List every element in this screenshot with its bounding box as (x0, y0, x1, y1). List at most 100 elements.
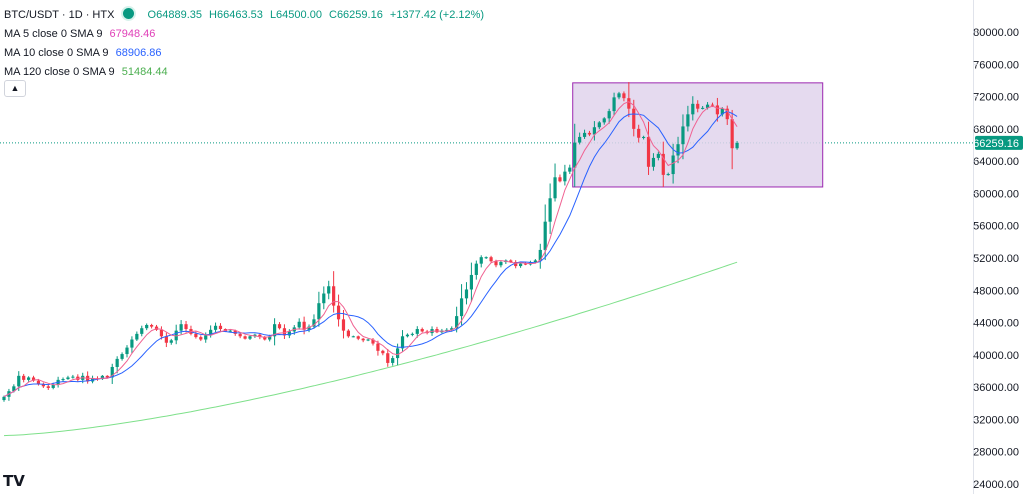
candle-down (41, 383, 45, 387)
candle-down (489, 257, 493, 262)
candles (2, 82, 739, 402)
y-tick-label: 80000.00 (973, 27, 1019, 39)
indicator-value: 68906.86 (115, 47, 162, 59)
indicator-ma120[interactable]: MA 120 close 0 SMA 9 51484.44 (4, 63, 484, 82)
candle-up (592, 127, 596, 135)
symbol-title[interactable]: BTC/USDT · 1D · HTX (4, 9, 115, 21)
indicator-label: MA 5 close 0 SMA 9 (4, 28, 103, 40)
candle-up (450, 328, 454, 330)
chevron-up-icon: ▲ (10, 83, 20, 93)
candle-up (366, 339, 370, 341)
candle-down (509, 260, 513, 263)
y-tick-label: 76000.00 (973, 59, 1019, 71)
y-tick-label: 40000.00 (973, 350, 1019, 362)
symbol-row: BTC/USDT · 1D · HTX O64889.35 H66463.53 … (4, 6, 484, 25)
tradingview-logo[interactable]: TV (3, 472, 25, 490)
candle-up (642, 136, 646, 138)
candle-up (297, 321, 301, 328)
candle-up (351, 336, 355, 338)
candle-down (376, 343, 380, 351)
market-status-icon (123, 8, 135, 19)
candle-up (617, 93, 621, 98)
candle-up (686, 114, 690, 127)
candle-up (607, 111, 611, 119)
candle-down (341, 319, 346, 331)
candle-up (474, 263, 478, 275)
candle-up (705, 104, 710, 108)
candle-up (71, 376, 75, 378)
ohlc-high: H66463.53 (209, 9, 263, 21)
candle-up (125, 347, 129, 355)
candle-up (464, 289, 469, 299)
chart-legend: BTC/USDT · 1D · HTX O64889.35 H66463.53 … (4, 6, 484, 82)
candle-down (194, 333, 198, 338)
candle-up (563, 171, 567, 182)
candle-up (519, 263, 523, 267)
candle-down (637, 128, 641, 138)
indicator-value: 51484.44 (121, 66, 168, 78)
candle-up (479, 257, 483, 264)
candle-up (12, 386, 16, 392)
candle-down (725, 108, 729, 120)
candle-up (405, 334, 410, 337)
candle-up (287, 331, 291, 336)
candle-up (612, 97, 616, 112)
candle-down (514, 262, 518, 267)
candle-down (361, 338, 365, 341)
last-price-label: 66259.16 (973, 138, 1019, 150)
candle-up (701, 107, 705, 109)
ohlc-change: +1377.42 (+2.12%) (389, 9, 485, 21)
candle-down (238, 333, 242, 337)
last-price-badge (975, 135, 1023, 150)
candle-down (105, 375, 109, 378)
candle-down (371, 339, 375, 344)
candle-up (568, 167, 572, 172)
candle-up (538, 249, 542, 261)
candle-up (391, 358, 395, 363)
price-axis[interactable]: 24000.00 28000.00 32000.00 36000.00 40000.00… (973, 0, 1024, 494)
candle-down (386, 353, 390, 363)
candle-up (273, 324, 277, 337)
candle-up (327, 286, 331, 294)
candle-up (681, 126, 685, 145)
candle-down (282, 328, 287, 336)
candle-up (656, 153, 660, 158)
candle-up (268, 336, 272, 340)
collapse-legend-button[interactable]: ▲ (4, 80, 26, 97)
candle-up (597, 122, 601, 128)
candle-up (17, 375, 21, 387)
candle-down (164, 336, 168, 343)
ma5-path (3, 101, 738, 398)
candle-up (459, 298, 464, 317)
candle-down (632, 108, 636, 129)
candle-up (2, 396, 6, 401)
candle-down (302, 321, 306, 330)
candle-up (248, 336, 252, 339)
candle-up (455, 316, 459, 329)
candle-up (548, 198, 552, 222)
candle-up (179, 324, 183, 331)
candle-down (523, 263, 528, 265)
candle-up (651, 157, 656, 167)
candle-down (31, 377, 36, 381)
candle-up (469, 274, 473, 290)
y-tick-label: 64000.00 (973, 156, 1019, 168)
candle-down (184, 324, 188, 330)
candle-down (46, 386, 50, 388)
indicator-ma5[interactable]: MA 5 close 0 SMA 9 67948.46 (4, 25, 484, 44)
indicator-label: MA 10 close 0 SMA 9 (4, 47, 109, 59)
candle-up (410, 333, 414, 335)
candle-up (253, 334, 257, 337)
candle-up (400, 336, 405, 349)
candle-down (627, 98, 631, 109)
candle-up (484, 257, 488, 259)
candle-down (622, 93, 626, 99)
ma-lines (3, 101, 738, 398)
candle-up (415, 329, 419, 334)
candle-down (277, 324, 282, 329)
indicator-ma10[interactable]: MA 10 close 0 SMA 9 68906.86 (4, 44, 484, 63)
candle-down (494, 261, 498, 266)
ohlc-open: O64889.35 (147, 9, 202, 21)
